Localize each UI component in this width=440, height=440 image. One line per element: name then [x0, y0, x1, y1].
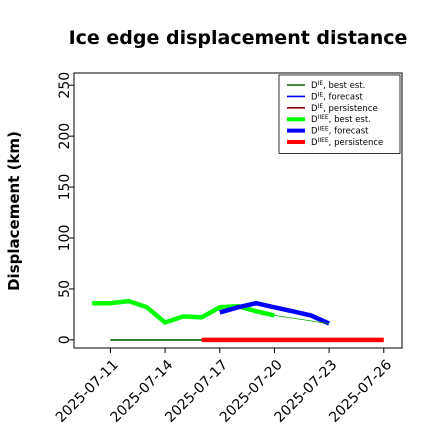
legend-label-4: DIIEE, forecast [311, 126, 369, 137]
plot-area [92, 298, 384, 343]
chart-title: Ice edge displacement distance [69, 27, 408, 49]
y-axis-ticks: 0 50 100 150 200 250 [57, 72, 74, 344]
y-axis-label: Displacement (km) [5, 131, 23, 291]
plot-frame [73, 72, 403, 349]
series-line-4 [219, 300, 331, 326]
y-tick-label: 150 [57, 174, 73, 201]
y-tick-label: 50 [57, 280, 73, 298]
y-tick-label: 250 [57, 72, 73, 99]
y-tick-label: 100 [57, 225, 73, 252]
legend-label-1: DIE, forecast [311, 91, 364, 102]
thin-connector-line [274, 315, 330, 324]
x-axis-ticks: 2025-07-112025-07-142025-07-172025-07-20… [53, 348, 395, 426]
legend-label-3: DIIEE, best est. [311, 114, 371, 125]
legend-label-0: DIE, best est. [311, 80, 365, 91]
legend-label-5: DIIEE, persistence [311, 137, 383, 148]
y-tick-label: 200 [57, 123, 73, 150]
legend-label-2: DIE, persistence [311, 103, 378, 114]
y-tick-label: 0 [57, 335, 73, 344]
